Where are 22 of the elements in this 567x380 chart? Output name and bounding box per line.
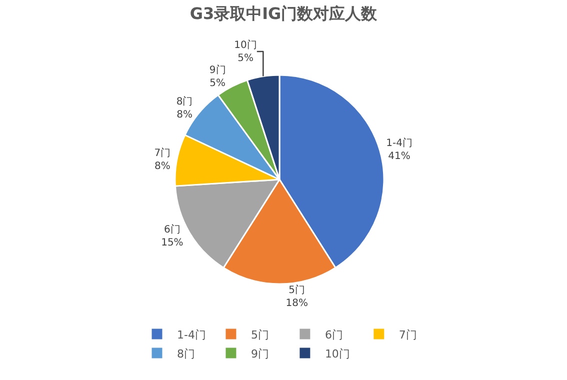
slice-label: 10门	[234, 38, 257, 51]
slice-label: 8门	[176, 95, 193, 108]
legend-label: 9门	[250, 347, 269, 360]
legend-label: 7门	[398, 328, 417, 342]
legend-label: 5门	[250, 328, 269, 342]
legend-label: 1-4门	[177, 328, 206, 342]
slice-label: 5门	[288, 284, 306, 296]
legend-label: 8门	[177, 347, 195, 360]
data-label: 5%	[238, 52, 254, 64]
data-label: 41%	[388, 150, 410, 162]
data-label: 18%	[286, 298, 308, 309]
slice-label: 7门	[154, 146, 171, 159]
slice-label: 6门	[164, 223, 180, 236]
data-label: 8%	[154, 160, 170, 172]
data-label: 8%	[176, 109, 192, 120]
legend-label: 6门	[324, 328, 343, 342]
legend-label: 10门	[324, 347, 350, 360]
data-label: 15%	[161, 237, 184, 248]
slice-label: 1-4门	[386, 136, 412, 149]
data-label: 5%	[210, 78, 226, 89]
chart-title: G3录取中IG门数对应人数	[190, 4, 378, 23]
slice-label: 9门	[209, 64, 226, 76]
